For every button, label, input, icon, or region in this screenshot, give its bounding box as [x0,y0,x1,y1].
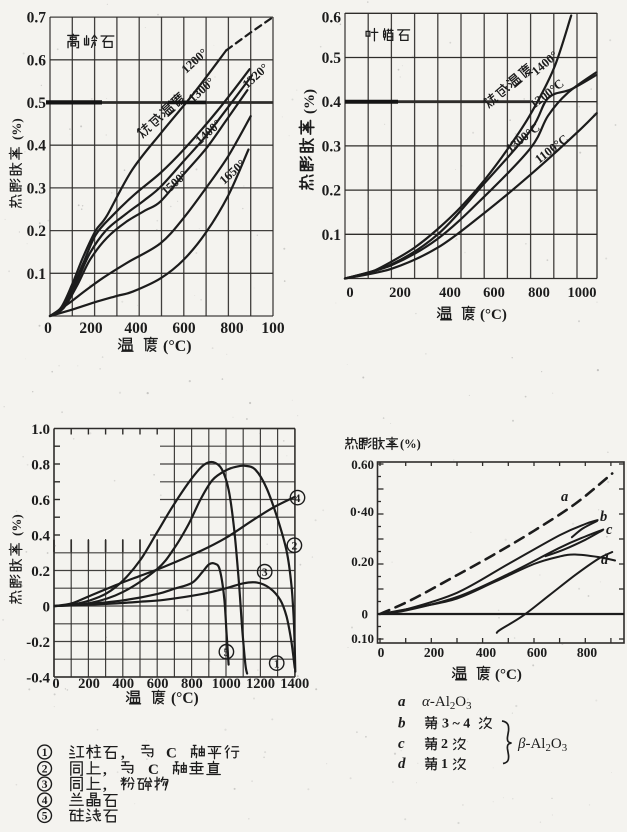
svg-text:5: 5 [224,647,230,659]
svg-text:2: 2 [441,737,448,752]
svg-text:(%): (%) [9,514,24,536]
svg-text:400: 400 [439,285,461,301]
svg-text:1: 1 [274,658,280,670]
svg-text:(%): (%) [302,89,318,114]
svg-text:200: 200 [78,676,100,692]
svg-text:c: c [398,736,405,752]
svg-text:200: 200 [389,285,411,301]
svg-text:3: 3 [42,779,48,791]
svg-text:0: 0 [44,320,52,337]
svg-text:0.3: 0.3 [27,180,47,197]
svg-text:100: 100 [261,320,285,337]
svg-text:0.2: 0.2 [322,183,342,200]
svg-text:0.2: 0.2 [31,564,50,580]
svg-text:800: 800 [577,645,598,660]
svg-text:5: 5 [42,811,48,823]
svg-text:α-Al2O3: α-Al2O3 [422,694,472,712]
svg-text:1200: 1200 [246,676,275,692]
svg-text:d: d [398,756,406,772]
svg-text:400: 400 [124,320,148,337]
svg-text:1: 1 [42,747,48,759]
svg-text:800: 800 [220,320,244,337]
svg-text:,: , [121,746,125,762]
svg-text:600: 600 [172,320,196,337]
svg-text:0: 0 [362,607,369,622]
svg-text:1: 1 [441,757,448,772]
svg-text:a: a [398,694,406,710]
svg-text:200: 200 [79,320,103,337]
svg-text:,: , [103,762,107,778]
svg-text:C: C [166,746,177,762]
svg-text:0.2: 0.2 [27,223,47,240]
svg-text:200: 200 [424,645,445,660]
svg-text:d: d [601,552,609,568]
svg-text:4: 4 [42,795,48,807]
svg-text:1000: 1000 [212,676,241,692]
svg-text:400: 400 [112,676,134,692]
svg-text:(°C): (°C) [171,690,199,707]
svg-text:(°C): (°C) [480,307,507,323]
svg-text:1000: 1000 [568,285,597,301]
svg-text:0: 0 [43,600,51,616]
svg-text:0.1: 0.1 [27,266,46,283]
svg-text:-0.2: -0.2 [26,635,50,651]
svg-text:-0.4: -0.4 [26,671,50,687]
svg-text:c: c [606,522,613,538]
svg-text:0.5: 0.5 [27,95,47,112]
svg-text:0.6: 0.6 [31,493,50,509]
svg-text:C: C [148,762,159,778]
svg-text:600: 600 [527,645,548,660]
svg-text:,: , [103,778,107,794]
svg-text:1.0: 1.0 [31,422,50,438]
svg-text:800: 800 [528,285,550,301]
svg-text:3: 3 [262,567,268,579]
svg-text:0: 0 [378,645,385,660]
svg-text:0.6: 0.6 [27,52,47,69]
svg-text:0.4: 0.4 [31,529,50,545]
svg-text:0.60: 0.60 [351,457,374,472]
svg-text:0.4: 0.4 [27,138,47,155]
svg-text:0.1: 0.1 [322,227,341,244]
svg-text:(°C): (°C) [163,338,192,355]
svg-text:0.7: 0.7 [27,10,47,27]
svg-text:3 ~ 4: 3 ~ 4 [442,717,470,732]
svg-text:(°C): (°C) [495,667,522,683]
svg-text:600: 600 [483,285,505,301]
svg-text:800: 800 [181,676,203,692]
svg-text:0.20: 0.20 [351,554,374,569]
svg-text:β-Al2O3: β-Al2O3 [517,736,567,754]
svg-text:0.3: 0.3 [322,138,342,155]
svg-text:0.4: 0.4 [322,94,342,111]
svg-text:0: 0 [52,676,59,692]
svg-text:a: a [561,489,568,505]
svg-text:4: 4 [295,493,301,505]
svg-text:0·40: 0·40 [350,504,374,519]
svg-text:0.8: 0.8 [31,458,50,474]
svg-text:b: b [398,716,406,732]
svg-text:0.6: 0.6 [322,9,342,26]
svg-text:2: 2 [292,541,298,553]
svg-text:0: 0 [346,285,353,301]
svg-text:0.10: 0.10 [351,631,374,646]
svg-text:400: 400 [476,645,497,660]
svg-text:(%): (%) [9,118,24,140]
svg-text:b: b [600,509,607,525]
svg-text:(%): (%) [400,437,421,451]
svg-text:0.5: 0.5 [322,50,342,67]
svg-text:1400: 1400 [280,676,309,692]
svg-text:600: 600 [147,676,169,692]
svg-text:2: 2 [42,764,48,776]
